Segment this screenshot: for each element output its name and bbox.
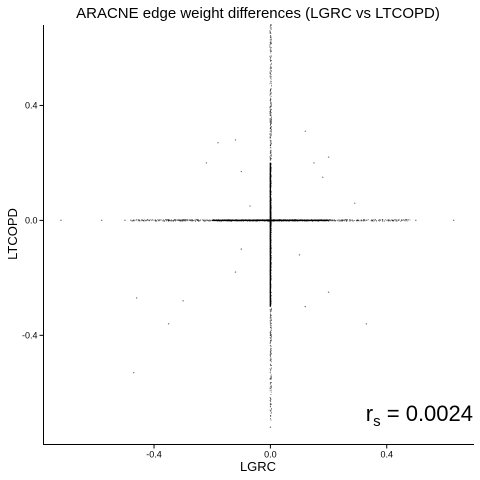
annotation-value: 0.0024 [406,401,473,426]
annotation-base: r [366,401,373,426]
data-point [135,297,138,299]
data-point [269,205,272,207]
data-point [269,403,272,405]
data-point [391,219,394,222]
x-ticks: -0.4 0.0 0.4 [146,444,393,460]
data-point [132,371,135,374]
data-point [327,156,330,158]
data-point [255,219,257,222]
data-point [269,190,272,193]
y-tick-label: 0.4 [25,100,38,110]
data-point [182,300,184,302]
data-point [226,219,228,222]
data-point [269,354,272,357]
data-point [365,323,368,325]
data-point [60,219,62,222]
data-point [269,162,272,164]
annotation-subscript: s [373,413,381,430]
data-point [182,219,184,222]
data-point [356,219,359,222]
y-ticks: -0.4 0.0 0.4 [22,100,44,340]
data-point [304,130,306,133]
data-point [415,219,417,222]
data-point [327,291,330,293]
chart-title: ARACNE edge weight differences (LGRC vs … [76,5,440,22]
data-point [249,205,251,207]
data-point [269,234,272,236]
x-tick-label: 0.4 [380,450,393,460]
points-layer [60,24,455,428]
data-point [234,139,237,141]
data-point [269,317,272,319]
data-point [234,271,237,273]
data-point [269,176,272,178]
spearman-annotation: rs = 0.0024 [366,401,473,430]
data-point [167,219,170,222]
data-point [452,219,455,222]
data-point [269,426,272,428]
data-point [269,282,272,285]
data-point [269,127,272,130]
data-point [240,219,242,222]
data-point [298,219,301,222]
data-point [269,334,272,337]
data-point [217,142,219,144]
data-point [211,219,213,222]
x-tick-label: -0.4 [146,450,162,460]
data-point [196,219,199,222]
data-point [322,176,324,178]
data-point [313,162,315,164]
data-point [167,323,170,325]
data-point [371,219,373,222]
data-point [269,377,272,380]
data-point [240,248,242,250]
data-point [304,305,306,308]
y-tick-label: -0.4 [22,330,38,340]
data-point [205,162,208,164]
y-axis-label: LTCOPD [5,208,20,260]
data-point [354,202,356,204]
data-point [269,265,272,268]
data-point [269,144,272,147]
data-point [147,219,149,222]
annotation-equals: = [381,401,406,426]
x-axis-label: LGRC [240,459,276,474]
data-point [284,219,286,222]
data-point [313,219,315,222]
data-point [124,219,126,222]
data-point [100,219,103,222]
data-point [269,90,272,92]
y-tick-label: 0.0 [25,215,38,225]
data-point [269,41,272,43]
data-point [342,219,344,222]
data-point [298,254,301,256]
data-point [269,248,272,250]
data-point [269,67,272,69]
data-point [269,110,272,112]
data-point [327,219,330,222]
data-point [269,300,272,302]
x-tick-label: 0.0 [264,450,277,460]
data-point [240,170,242,173]
